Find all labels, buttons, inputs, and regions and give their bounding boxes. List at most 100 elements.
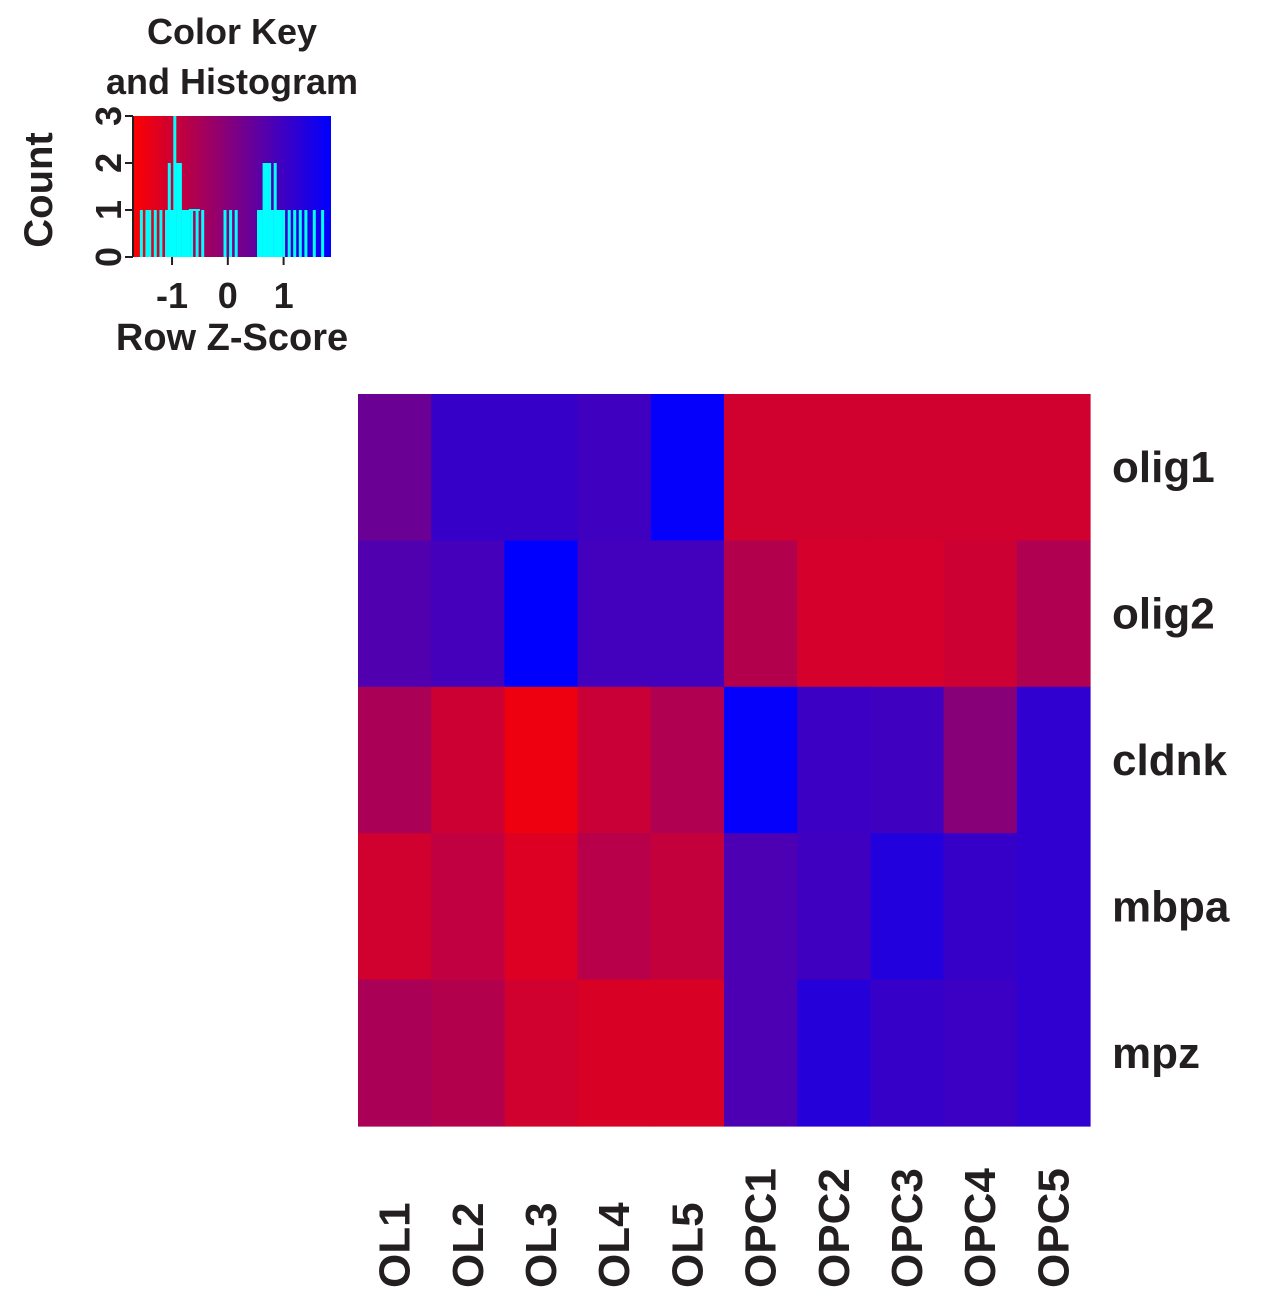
histogram-y-label: Count [17,132,61,248]
heatmap-cell-olig2-OL3 [504,540,579,688]
heatmap-row-labels: olig1 olig2 cldnk mbpa mpz [1112,443,1230,1078]
row-label-olig1: olig1 [1112,443,1215,492]
column-label-OPC1: OPC1 [737,1168,786,1288]
histogram-bar [276,210,280,257]
row-label-cldnk: cldnk [1112,736,1227,785]
histogram-bar [287,210,291,257]
heatmap-cell-cldnk-OL1 [358,686,432,834]
heatmap-cell-olig2-OPC4 [943,540,1018,688]
histogram-bar [201,210,205,257]
heatmap-cell-cldnk-OPC5 [1016,686,1091,834]
column-label-OPC2: OPC2 [810,1168,859,1288]
heatmap-cell-mpz-OL3 [504,979,579,1127]
row-label-olig2: olig2 [1112,590,1215,639]
histogram-bar [321,210,325,257]
heatmap-cell-olig1-OPC4 [943,394,1018,541]
histogram-bar [265,163,269,257]
histogram-bar [181,210,185,257]
column-label-OL4: OL4 [590,1202,639,1288]
heatmap-cell-olig2-OL5 [650,540,725,688]
heatmap-cell-mbpa-OL3 [504,833,579,981]
color-key-title-line-2: and Histogram [106,61,358,102]
histogram-bar [279,210,283,257]
heatmap-cell-olig1-OPC5 [1016,394,1091,541]
heatmap-cell-mpz-OL2 [431,979,505,1127]
column-label-OL3: OL3 [517,1202,566,1288]
heatmap-cell-olig2-OPC3 [870,540,945,688]
heatmap-cell-mbpa-OPC3 [870,833,945,981]
heatmap-cell-cldnk-OPC3 [870,686,945,834]
histogram-bar [153,210,157,257]
heatmap-cells [358,394,1091,1127]
histogram-bar [293,210,297,257]
histogram-bars [139,116,325,257]
heatmap-cell-mpz-OL1 [358,979,432,1127]
column-label-OL2: OL2 [444,1202,493,1288]
histogram-bar [195,210,199,257]
heatmap-column-labels: OL1 OL2 OL3 OL4 OL5 OPC1 OPC2 OPC3 OPC4 OPC5 [371,1168,1079,1288]
heatmap-cell-olig1-OPC2 [797,394,871,541]
column-label-OL5: OL5 [663,1202,712,1288]
column-label-OPC5: OPC5 [1029,1168,1078,1288]
histogram-bar [178,163,182,257]
histogram-bar [139,210,143,257]
column-label-OPC4: OPC4 [956,1168,1005,1288]
histogram-bar [184,210,188,257]
histogram-bar [270,210,274,257]
heatmap-cell-cldnk-OL3 [504,686,579,834]
column-label-OPC3: OPC3 [883,1168,932,1288]
heatmap-cell-mbpa-OL4 [577,833,652,981]
heatmap-cell-mpz-OPC1 [724,979,798,1127]
histogram-bar [165,210,168,257]
heatmap-cell-mpz-OL4 [577,979,652,1127]
histogram-bar [304,210,308,257]
histogram-bar [259,210,263,257]
histogram-y-ticks: 0 1 2 3 [88,106,133,267]
histogram-bar [282,210,286,257]
histogram-bar [187,210,191,257]
histogram-bar [298,210,302,257]
heatmap-cell-olig1-OL4 [577,394,652,541]
heatmap-cell-mbpa-OPC4 [943,833,1018,981]
heatmap-cell-olig2-OL4 [577,540,652,688]
heatmap-cell-mpz-OPC3 [870,979,945,1127]
heatmap-cell-olig2-OPC1 [724,540,798,688]
histogram-x-tick-label: 1 [274,275,294,316]
heatmap-cell-mbpa-OPC5 [1016,833,1091,981]
histogram-bar [223,210,227,257]
histogram-x-ticks: -1 0 1 [156,257,294,316]
histogram-bar [229,210,233,257]
heatmap-cell-olig1-OPC3 [870,394,945,541]
column-label-OL1: OL1 [371,1202,420,1288]
heatmap-cell-mbpa-OPC1 [724,833,798,981]
heatmap-cell-mpz-OL5 [650,979,725,1127]
histogram-bar [170,210,174,257]
heatmap-cell-mpz-OPC5 [1016,979,1091,1127]
heatmap-cell-olig2-OL2 [431,540,505,688]
histogram-bar [268,163,272,257]
heatmap-cell-olig2-OPC2 [797,540,871,688]
heatmap-cell-cldnk-OPC4 [943,686,1018,834]
histogram-x-label: Row Z-Score [116,317,348,359]
heatmap-cell-cldnk-OL4 [577,686,652,834]
heatmap-cell-cldnk-OPC1 [724,686,798,834]
heatmap-cell-olig2-OL1 [358,540,432,688]
color-key-title-line-1: Color Key [147,11,317,52]
histogram-bar [190,210,194,257]
histogram-bar [257,210,260,257]
histogram-y-tick-label: 2 [88,153,129,173]
heatmap-cell-mpz-OPC2 [797,979,871,1127]
row-label-mpz: mpz [1112,1029,1200,1078]
histogram-bar [234,210,238,257]
row-label-mbpa: mbpa [1112,882,1230,931]
heatmap-cell-mpz-OPC4 [943,979,1018,1127]
heatmap-cell-olig1-OPC1 [724,394,798,541]
heatmap-cell-olig1-OL3 [504,394,579,541]
histogram-bar [173,116,177,257]
heatmap-cell-olig1-OL2 [431,394,505,541]
histogram-bar [159,210,163,257]
heatmap-cell-olig1-OL5 [650,394,725,541]
heatmap-cell-olig2-OPC5 [1016,540,1091,688]
